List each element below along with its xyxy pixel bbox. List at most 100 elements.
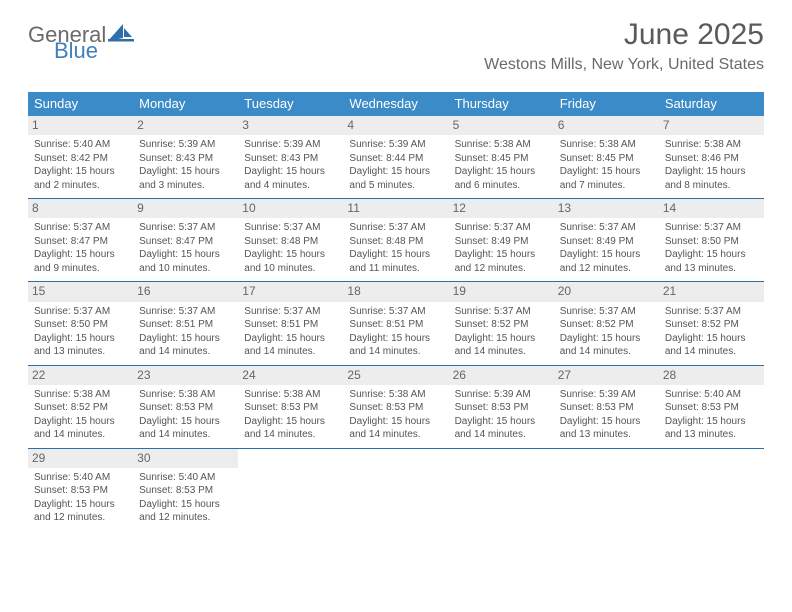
daylight-line2: and 12 minutes. xyxy=(560,262,653,276)
daylight-line1: Daylight: 15 hours xyxy=(665,332,758,346)
title-block: June 2025 Westons Mills, New York, Unite… xyxy=(484,18,764,74)
day-cell: 1Sunrise: 5:40 AMSunset: 8:42 PMDaylight… xyxy=(28,116,133,198)
daylight-line2: and 14 minutes. xyxy=(665,345,758,359)
day-cell: 24Sunrise: 5:38 AMSunset: 8:53 PMDayligh… xyxy=(238,366,343,448)
daylight-line1: Daylight: 15 hours xyxy=(560,332,653,346)
daylight-line2: and 14 minutes. xyxy=(244,345,337,359)
daylight-line1: Daylight: 15 hours xyxy=(139,165,232,179)
logo: General Blue xyxy=(28,24,134,62)
sunset-text: Sunset: 8:48 PM xyxy=(349,235,442,249)
daylight-line2: and 14 minutes. xyxy=(349,428,442,442)
sunrise-text: Sunrise: 5:40 AM xyxy=(34,138,127,152)
sunset-text: Sunset: 8:44 PM xyxy=(349,152,442,166)
day-number: 9 xyxy=(133,199,238,218)
sunset-text: Sunset: 8:53 PM xyxy=(244,401,337,415)
day-number: 30 xyxy=(133,449,238,468)
day-number: 6 xyxy=(554,116,659,135)
sunrise-text: Sunrise: 5:37 AM xyxy=(455,305,548,319)
sunset-text: Sunset: 8:53 PM xyxy=(560,401,653,415)
day-number: 8 xyxy=(28,199,133,218)
daylight-line1: Daylight: 15 hours xyxy=(34,165,127,179)
daylight-line2: and 14 minutes. xyxy=(34,428,127,442)
day-cell xyxy=(343,449,448,531)
daylight-line2: and 13 minutes. xyxy=(34,345,127,359)
sunrise-text: Sunrise: 5:39 AM xyxy=(139,138,232,152)
daylight-line1: Daylight: 15 hours xyxy=(244,415,337,429)
sunrise-text: Sunrise: 5:40 AM xyxy=(139,471,232,485)
sunrise-text: Sunrise: 5:37 AM xyxy=(560,305,653,319)
daylight-line2: and 14 minutes. xyxy=(139,428,232,442)
sunrise-text: Sunrise: 5:37 AM xyxy=(139,221,232,235)
day-cell: 18Sunrise: 5:37 AMSunset: 8:51 PMDayligh… xyxy=(343,282,448,364)
day-header-tuesday: Tuesday xyxy=(238,92,343,116)
daylight-line1: Daylight: 15 hours xyxy=(34,498,127,512)
logo-text-blue: Blue xyxy=(54,40,134,62)
daylight-line2: and 10 minutes. xyxy=(139,262,232,276)
sunrise-text: Sunrise: 5:37 AM xyxy=(665,305,758,319)
sunrise-text: Sunrise: 5:39 AM xyxy=(560,388,653,402)
daylight-line1: Daylight: 15 hours xyxy=(560,415,653,429)
day-cell: 9Sunrise: 5:37 AMSunset: 8:47 PMDaylight… xyxy=(133,199,238,281)
day-cell: 16Sunrise: 5:37 AMSunset: 8:51 PMDayligh… xyxy=(133,282,238,364)
day-cell: 3Sunrise: 5:39 AMSunset: 8:43 PMDaylight… xyxy=(238,116,343,198)
daylight-line1: Daylight: 15 hours xyxy=(455,415,548,429)
sunrise-text: Sunrise: 5:37 AM xyxy=(34,221,127,235)
daylight-line2: and 14 minutes. xyxy=(349,345,442,359)
day-number: 10 xyxy=(238,199,343,218)
day-number: 16 xyxy=(133,282,238,301)
sunrise-text: Sunrise: 5:38 AM xyxy=(139,388,232,402)
daylight-line2: and 8 minutes. xyxy=(665,179,758,193)
daylight-line1: Daylight: 15 hours xyxy=(139,248,232,262)
day-number: 2 xyxy=(133,116,238,135)
daylight-line1: Daylight: 15 hours xyxy=(560,165,653,179)
daylight-line2: and 13 minutes. xyxy=(665,262,758,276)
day-cell: 14Sunrise: 5:37 AMSunset: 8:50 PMDayligh… xyxy=(659,199,764,281)
day-cell: 4 Sunrise: 5:39 AMSunset: 8:44 PMDaylight… xyxy=(343,116,448,198)
sunrise-text: Sunrise: 5:37 AM xyxy=(665,221,758,235)
sunrise-text: Sunrise: 5:37 AM xyxy=(349,305,442,319)
sunset-text: Sunset: 8:45 PM xyxy=(560,152,653,166)
day-number: 4 xyxy=(343,116,448,135)
sunrise-text: Sunrise: 5:39 AM xyxy=(455,388,548,402)
daylight-line2: and 2 minutes. xyxy=(34,179,127,193)
daylight-line2: and 10 minutes. xyxy=(244,262,337,276)
day-cell: 17Sunrise: 5:37 AMSunset: 8:51 PMDayligh… xyxy=(238,282,343,364)
daylight-line1: Daylight: 15 hours xyxy=(34,248,127,262)
day-number: 17 xyxy=(238,282,343,301)
daylight-line1: Daylight: 15 hours xyxy=(455,248,548,262)
calendar: Sunday Monday Tuesday Wednesday Thursday… xyxy=(28,92,764,531)
sunset-text: Sunset: 8:52 PM xyxy=(665,318,758,332)
daylight-line1: Daylight: 15 hours xyxy=(349,415,442,429)
day-cell: 27Sunrise: 5:39 AMSunset: 8:53 PMDayligh… xyxy=(554,366,659,448)
day-cell: 5Sunrise: 5:38 AMSunset: 8:45 PMDaylight… xyxy=(449,116,554,198)
sunset-text: Sunset: 8:48 PM xyxy=(244,235,337,249)
daylight-line2: and 14 minutes. xyxy=(560,345,653,359)
week-row: 22Sunrise: 5:38 AMSunset: 8:52 PMDayligh… xyxy=(28,366,764,449)
sunset-text: Sunset: 8:45 PM xyxy=(455,152,548,166)
day-number: 25 xyxy=(343,366,448,385)
day-number: 19 xyxy=(449,282,554,301)
sunrise-text: Sunrise: 5:37 AM xyxy=(34,305,127,319)
day-number: 1 xyxy=(28,116,133,135)
daylight-line1: Daylight: 15 hours xyxy=(349,165,442,179)
sunset-text: Sunset: 8:53 PM xyxy=(455,401,548,415)
header: General Blue June 2025 Westons Mills, Ne… xyxy=(0,0,792,82)
daylight-line1: Daylight: 15 hours xyxy=(455,332,548,346)
sunset-text: Sunset: 8:51 PM xyxy=(244,318,337,332)
day-cell xyxy=(449,449,554,531)
sunrise-text: Sunrise: 5:38 AM xyxy=(34,388,127,402)
sunset-text: Sunset: 8:43 PM xyxy=(244,152,337,166)
day-header-sunday: Sunday xyxy=(28,92,133,116)
day-number: 20 xyxy=(554,282,659,301)
day-header-saturday: Saturday xyxy=(659,92,764,116)
week-row: 8Sunrise: 5:37 AMSunset: 8:47 PMDaylight… xyxy=(28,199,764,282)
week-row: 15Sunrise: 5:37 AMSunset: 8:50 PMDayligh… xyxy=(28,282,764,365)
day-number: 12 xyxy=(449,199,554,218)
sunset-text: Sunset: 8:49 PM xyxy=(455,235,548,249)
sunset-text: Sunset: 8:46 PM xyxy=(665,152,758,166)
daylight-line2: and 14 minutes. xyxy=(139,345,232,359)
sunset-text: Sunset: 8:52 PM xyxy=(455,318,548,332)
daylight-line2: and 6 minutes. xyxy=(455,179,548,193)
sunrise-text: Sunrise: 5:39 AM xyxy=(349,138,442,152)
day-number: 22 xyxy=(28,366,133,385)
